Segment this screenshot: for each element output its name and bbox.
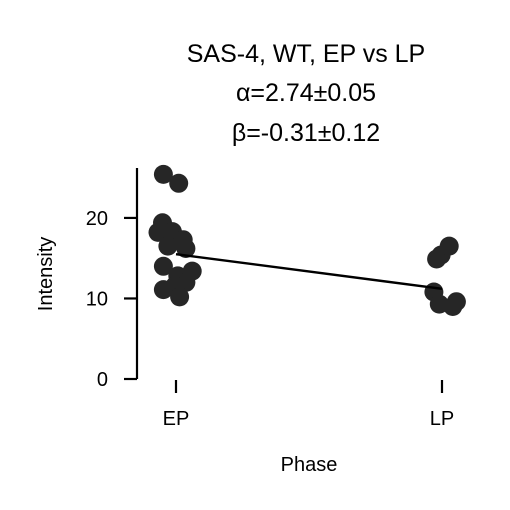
data-point-ep xyxy=(153,280,173,300)
plot-area xyxy=(148,164,466,316)
y-axis: 0 10 20 Intensity xyxy=(35,168,139,391)
y-tick-label: 20 xyxy=(86,208,108,230)
y-tick-label: 10 xyxy=(86,288,108,310)
data-point-ep xyxy=(153,164,173,184)
y-tick-label: 0 xyxy=(97,369,108,391)
x-axis: EP LP Phase xyxy=(163,380,454,476)
y-axis-label: Intensity xyxy=(35,237,57,311)
x-axis-label: Phase xyxy=(281,454,338,476)
y-ticks: 0 10 20 xyxy=(86,208,137,391)
data-point-ep xyxy=(169,173,189,193)
chart-title-line-2: α=2.74±0.05 xyxy=(236,79,376,107)
data-point-ep xyxy=(170,287,190,307)
chart-title-line-3: β=-0.31±0.12 xyxy=(232,119,380,147)
regression-line xyxy=(175,253,443,290)
x-tick-label: EP xyxy=(163,408,190,430)
data-point-lp xyxy=(439,236,459,256)
x-ticks: EP LP xyxy=(163,380,454,430)
data-point-ep xyxy=(153,256,173,276)
data-point-ep xyxy=(158,236,178,256)
data-points xyxy=(148,164,466,316)
x-tick-label: LP xyxy=(430,408,454,430)
data-point-lp xyxy=(446,292,466,312)
chart-title: SAS-4, WT, EP vs LP α=2.74±0.05 β=-0.31±… xyxy=(187,40,426,147)
chart-title-line-1: SAS-4, WT, EP vs LP xyxy=(187,40,426,68)
data-point-ep xyxy=(176,239,196,258)
data-point-ep xyxy=(148,222,168,242)
